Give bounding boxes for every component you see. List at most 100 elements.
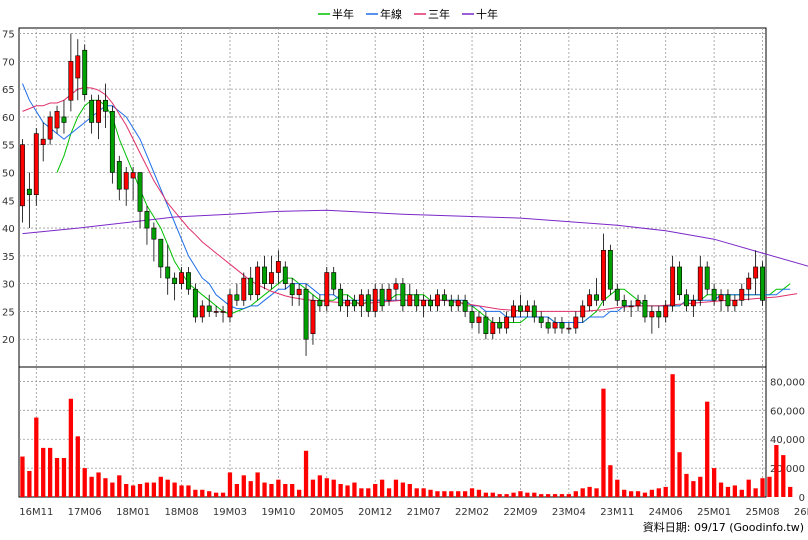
candlestick <box>538 311 544 329</box>
candle-body <box>441 294 447 301</box>
volume-bar <box>130 485 136 497</box>
candle-body <box>490 322 496 334</box>
candle-body <box>109 111 115 173</box>
candle-body <box>524 305 530 312</box>
volume-bar <box>207 491 212 497</box>
volume-bar <box>594 488 599 497</box>
candle-body <box>75 55 81 79</box>
candlestick <box>545 316 551 334</box>
candlestick <box>511 300 516 323</box>
volume-tick-label: 60,000 <box>770 406 805 417</box>
volume-bar <box>82 468 87 497</box>
candlestick <box>130 166 136 201</box>
chart-legend: 半年 年線 三年 十年 <box>318 7 498 21</box>
candle-body <box>601 249 606 301</box>
volume-bar <box>158 476 163 497</box>
candlestick <box>317 294 323 312</box>
volume-bar <box>117 475 122 497</box>
candle-body <box>248 277 254 296</box>
candlestick <box>594 278 599 306</box>
candle-body <box>82 49 88 95</box>
candle-body <box>317 300 323 307</box>
candle-body <box>20 144 25 207</box>
volume-bar <box>352 482 357 497</box>
volume-bar <box>545 494 551 497</box>
volume-bar <box>110 482 115 497</box>
volume-bar <box>622 489 627 497</box>
x-tick-label: 17M06 <box>68 507 102 518</box>
volume-bar <box>760 478 765 497</box>
candlestick <box>407 283 413 307</box>
volume-tick-label: 0 <box>799 493 805 504</box>
candle-body <box>352 300 357 307</box>
volume-bar <box>234 484 240 497</box>
volume-axis: 0 20,000 40,000 60,000 80,000 <box>770 377 805 504</box>
candle-body <box>89 99 95 123</box>
volume-bar <box>615 479 620 497</box>
candle-body <box>234 294 240 301</box>
candle-body <box>421 300 427 307</box>
volume-bar <box>96 472 101 497</box>
candle-body <box>684 294 689 307</box>
grid-lines <box>19 28 766 497</box>
candlestick <box>33 128 39 206</box>
volume-bar <box>151 482 157 497</box>
candle-body <box>47 116 53 140</box>
candlestick <box>186 266 191 295</box>
candle-body <box>511 305 516 318</box>
volume-bar <box>552 494 558 497</box>
candlestick <box>386 283 392 306</box>
candle-body <box>96 99 101 123</box>
candle-body <box>725 294 731 307</box>
volume-bar <box>54 458 60 497</box>
candlestick <box>400 278 406 312</box>
price-tick-label: 25 <box>2 307 15 318</box>
data-credit: 資料日期: 09/17 (Goodinfo.tw) <box>643 520 804 534</box>
candle-body <box>435 294 440 307</box>
price-tick-label: 35 <box>2 252 15 263</box>
candle-body <box>365 294 371 312</box>
volume-bar <box>421 488 426 497</box>
volume-bar <box>248 481 253 497</box>
candlestick <box>172 272 178 301</box>
candlestick <box>704 261 710 295</box>
candlestick <box>725 289 731 312</box>
candlestick <box>151 222 157 262</box>
candle-body <box>469 311 475 323</box>
candlestick <box>358 289 364 317</box>
volume-bar <box>559 494 565 497</box>
candle-body <box>144 211 150 229</box>
volume-bar <box>635 491 641 497</box>
candle-body <box>414 294 420 307</box>
candle-body <box>573 316 579 329</box>
legend-label: 十年 <box>476 7 498 21</box>
candlestick <box>26 172 32 229</box>
volume-bar <box>532 492 537 497</box>
candle-body <box>220 311 226 313</box>
volume-bar <box>449 491 454 497</box>
candle-body <box>165 266 171 279</box>
candlestick <box>414 289 420 312</box>
candle-body <box>338 288 344 307</box>
volume-bar <box>144 482 150 497</box>
volume-bar <box>566 494 572 497</box>
x-tick-label: 20M12 <box>358 507 392 518</box>
candlestick <box>753 250 759 295</box>
volume-bar <box>27 471 32 497</box>
candlestick <box>504 311 510 334</box>
candle-body <box>476 316 482 323</box>
volume-bar <box>497 494 502 497</box>
candle-body <box>462 300 468 312</box>
volume-bar <box>324 478 329 497</box>
candlestick <box>628 300 634 317</box>
x-tick-label: 22M09 <box>503 507 537 518</box>
candlestick <box>248 266 254 301</box>
volume-bar <box>34 417 39 497</box>
legend-label: 年線 <box>380 7 402 21</box>
candle-body <box>241 277 247 301</box>
volume-bar <box>276 479 281 497</box>
candlestick <box>649 305 655 334</box>
candle-body <box>635 300 641 307</box>
candle-body <box>116 161 122 190</box>
